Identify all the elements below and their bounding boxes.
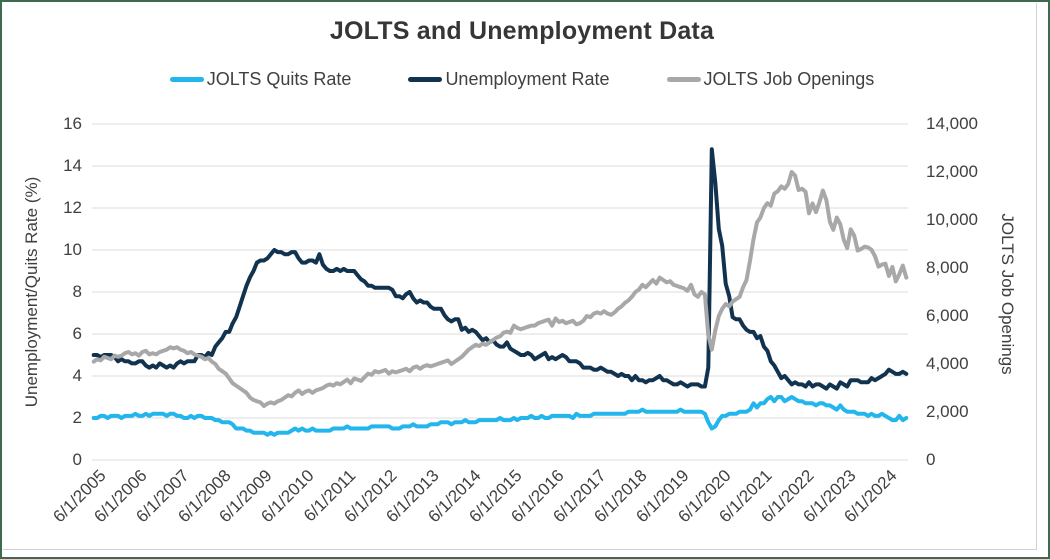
right-axis-tick: 8,000 xyxy=(926,258,969,277)
right-axis-tick: 14,000 xyxy=(926,114,978,133)
left-axis-tick: 10 xyxy=(63,240,82,259)
legend-item-unemployment-rate: Unemployment Rate xyxy=(408,69,610,90)
legend-label: Unemployment Rate xyxy=(445,69,610,89)
right-axis-tick: 0 xyxy=(926,450,936,469)
chart-title: JOLTS and Unemployment Data xyxy=(329,17,715,45)
chart-legend: JOLTS Quits Rate Unemployment Rate JOLTS J… xyxy=(2,69,1042,90)
legend-label: JOLTS Job Openings xyxy=(703,69,875,89)
left-axis-tick: 12 xyxy=(63,198,82,217)
left-axis-tick: 2 xyxy=(72,408,82,427)
legend-line-swatch xyxy=(666,77,701,82)
left-axis-tick: 0 xyxy=(72,450,82,469)
right-axis-tick: 4,000 xyxy=(926,354,969,373)
right-axis-title: JOLTS Job Openings xyxy=(998,213,1017,375)
right-axis-tick: 2,000 xyxy=(926,402,969,421)
series-line-unemployment-rate xyxy=(91,147,909,391)
left-axis-tick: 16 xyxy=(63,114,82,133)
legend-label: JOLTS Quits Rate xyxy=(206,69,352,89)
right-axis-tick: 10,000 xyxy=(926,210,978,229)
legend-line-swatch xyxy=(169,77,204,82)
left-axis-tick: 14 xyxy=(63,156,82,175)
right-axis-tick: 12,000 xyxy=(926,162,978,181)
series-line-jolts-quits-rate xyxy=(91,395,909,437)
series-line-jolts-job-openings xyxy=(91,170,909,408)
left-axis-tick: 6 xyxy=(72,324,82,343)
left-axis-tick: 8 xyxy=(72,282,82,301)
left-axis-title: Unemployment/Quits Rate (%) xyxy=(22,176,41,408)
right-axis-tick: 6,000 xyxy=(926,306,969,325)
legend-item-jolts-job-openings: JOLTS Job Openings xyxy=(666,69,875,90)
legend-item-jolts-quits-rate: JOLTS Quits Rate xyxy=(169,69,352,90)
left-axis-tick: 4 xyxy=(72,366,82,385)
legend-line-swatch xyxy=(408,77,443,82)
